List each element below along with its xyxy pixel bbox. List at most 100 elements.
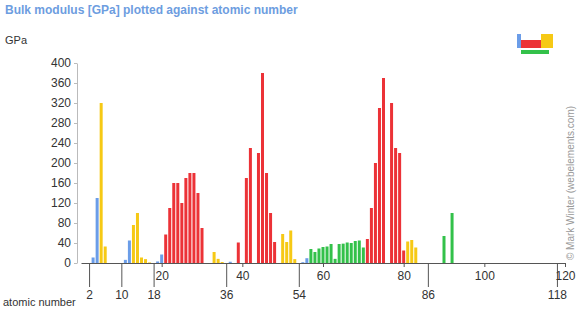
y-axis-line (77, 64, 78, 264)
bar (443, 236, 446, 263)
bar (148, 262, 151, 263)
y-tick: 360 (51, 76, 77, 90)
y-tick-label: 280 (51, 116, 71, 130)
bar (92, 258, 95, 264)
bar (124, 260, 127, 263)
bar (346, 243, 349, 264)
y-tick-mark (74, 63, 77, 64)
x-tick: 120 (555, 263, 575, 283)
bar (406, 242, 409, 264)
x-tick-label: 86 (422, 288, 436, 302)
x-tick: 2 (86, 263, 93, 302)
bar (221, 262, 224, 263)
x-axis: 2101820364054608086100118120 (82, 263, 576, 302)
x-tick-mark (484, 263, 485, 267)
x-tick: 100 (475, 263, 495, 283)
bar (370, 208, 373, 263)
bar (414, 248, 417, 264)
bar (136, 213, 139, 263)
x-tick: 10 (115, 263, 129, 302)
bar (104, 247, 107, 264)
bar (451, 213, 454, 263)
bar (229, 262, 232, 263)
x-tick: 60 (317, 263, 331, 283)
legend-icon (517, 34, 553, 54)
y-tick-mark (74, 183, 77, 184)
bar (378, 108, 381, 263)
x-tick-label: 120 (555, 269, 575, 283)
bar (257, 153, 260, 263)
bars (92, 73, 454, 263)
x-tick-label: 40 (236, 269, 250, 283)
bar (217, 259, 220, 263)
y-tick-label: 40 (58, 236, 72, 250)
bar (128, 241, 131, 264)
bar (374, 163, 377, 263)
bar (342, 244, 345, 263)
x-tick-label: 100 (475, 269, 495, 283)
chart-container: Bulk modulus [GPa] plotted against atomi… (0, 0, 580, 315)
bar (100, 103, 103, 263)
bar (184, 178, 187, 263)
bar (140, 258, 143, 264)
x-tick-label: 2 (86, 288, 93, 302)
x-tick: 86 (422, 263, 436, 302)
x-tick-mark (242, 263, 243, 267)
bar (354, 241, 357, 263)
bar (390, 103, 393, 263)
icon-block (521, 50, 549, 54)
bar (164, 235, 167, 264)
x-tick-mark (565, 263, 566, 267)
bar (362, 248, 365, 264)
y-tick: 320 (51, 96, 77, 110)
bar (176, 183, 179, 263)
bar (180, 203, 183, 263)
bar (144, 259, 147, 263)
bar (245, 178, 248, 263)
bar (281, 234, 284, 263)
x-tick-label: 80 (397, 269, 411, 283)
x-axis-title: atomic number (3, 296, 76, 308)
y-tick-label: 320 (51, 96, 71, 110)
bar (309, 249, 312, 263)
y-tick-label: 120 (51, 196, 71, 210)
x-tick-label: 10 (115, 288, 129, 302)
bar (269, 213, 272, 263)
x-tick-label: 18 (147, 288, 161, 302)
y-tick-label: 400 (51, 56, 71, 70)
y-tick-label: 0 (64, 256, 71, 270)
bar (402, 251, 405, 264)
bar (249, 148, 252, 263)
y-tick-mark (74, 263, 77, 264)
x-tick-label: 60 (317, 269, 331, 283)
x-tick-label: 54 (293, 288, 307, 302)
bar (313, 252, 316, 263)
bar (273, 242, 276, 263)
y-tick-mark (74, 203, 77, 204)
y-tick: 40 (58, 236, 77, 250)
x-tick-mark (121, 263, 122, 287)
x-tick: 36 (220, 263, 234, 302)
y-tick-mark (74, 123, 77, 124)
bar (301, 262, 304, 263)
bar (410, 240, 413, 263)
bar (201, 228, 204, 263)
bar (322, 247, 325, 263)
bar (350, 243, 353, 263)
y-tick-mark (74, 103, 77, 104)
y-tick: 120 (51, 196, 77, 210)
y-tick-label: 360 (51, 76, 71, 90)
x-tick: 54 (293, 263, 307, 302)
y-tick-label: 80 (58, 216, 72, 230)
x-tick-mark (226, 263, 227, 287)
y-tick: 200 (51, 156, 77, 170)
bar (330, 244, 333, 263)
y-tick-mark (74, 163, 77, 164)
bar (366, 239, 369, 263)
bar (188, 173, 191, 263)
bar (382, 78, 385, 263)
y-axis: 04080120160200240280320360400 (51, 56, 78, 270)
bar (160, 255, 163, 264)
x-tick: 40 (236, 263, 250, 283)
x-tick-mark (299, 263, 300, 287)
